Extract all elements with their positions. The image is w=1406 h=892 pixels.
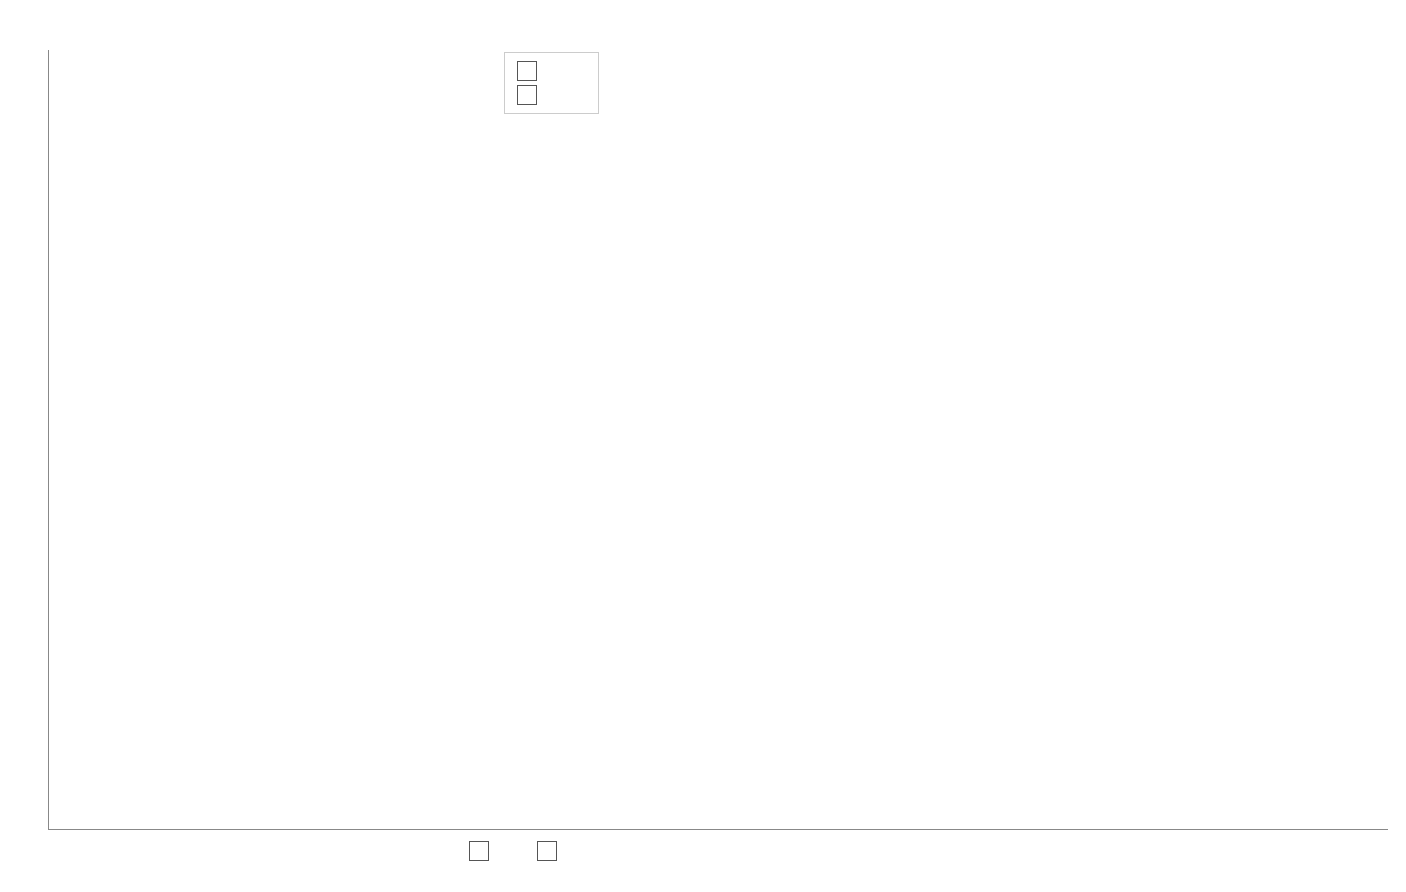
swatch-croatia xyxy=(517,61,537,81)
legend-stats-row-serbia xyxy=(517,83,586,107)
legend-stats-row-croatia xyxy=(517,59,586,83)
correlation-chart xyxy=(48,50,1388,830)
swatch-serbia xyxy=(517,85,537,105)
legend-item-croatia xyxy=(469,841,497,861)
legend-item-serbia xyxy=(537,841,565,861)
swatch-serbia-icon xyxy=(537,841,557,861)
legend-series xyxy=(469,841,565,861)
legend-stats xyxy=(504,52,599,114)
swatch-croatia-icon xyxy=(469,841,489,861)
